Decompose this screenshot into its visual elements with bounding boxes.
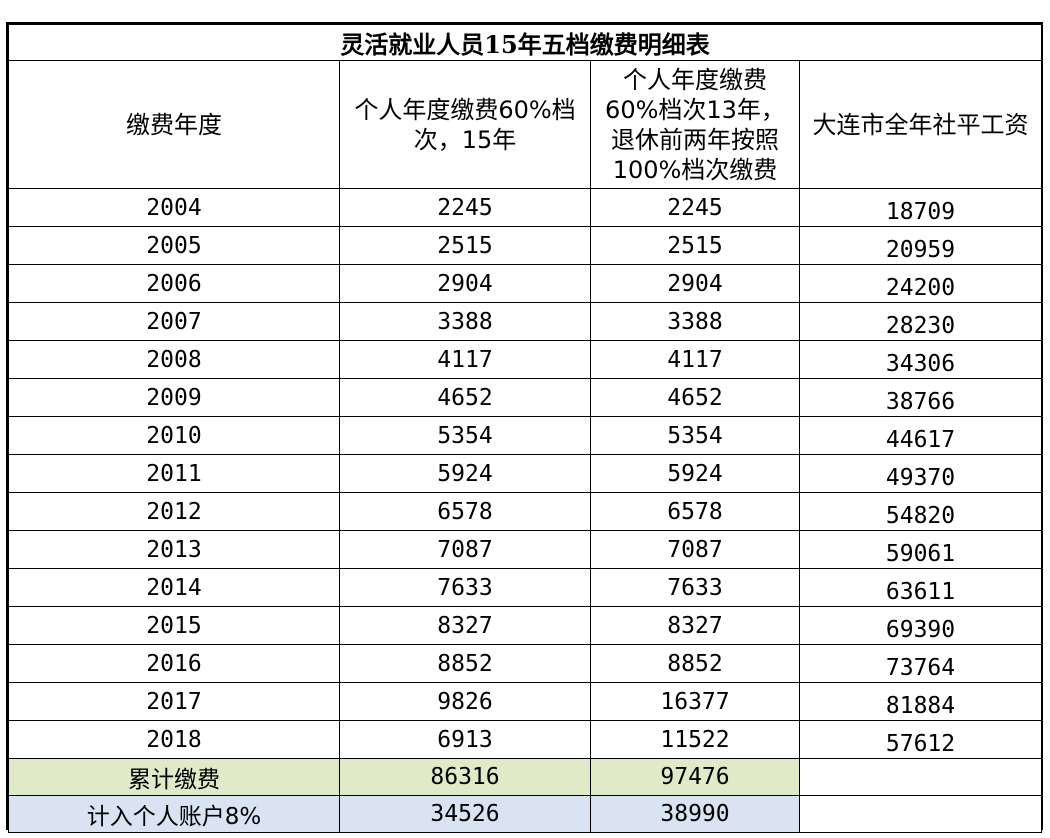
year-cell[interactable]: 2011	[8, 454, 340, 493]
avg-salary-cell[interactable]: 28230	[798, 302, 1043, 341]
plan-mixed-cell[interactable]: 2904	[590, 264, 800, 303]
avg-salary-cell[interactable]: 54820	[798, 492, 1043, 531]
plan-60-cell[interactable]: 6578	[339, 492, 591, 531]
plan-mixed-cell[interactable]: 4117	[590, 340, 800, 379]
table-row: 2013 7087 7087 59061	[8, 530, 1043, 569]
avg-salary-cell[interactable]: 20959	[798, 226, 1043, 265]
account-row: 计入个人账户8% 34526 38990	[8, 795, 1043, 833]
account-plan-60[interactable]: 34526	[339, 795, 591, 833]
avg-salary-cell[interactable]: 59061	[798, 530, 1043, 569]
plan-mixed-cell[interactable]: 6578	[590, 492, 800, 531]
year-cell[interactable]: 2006	[8, 264, 340, 303]
plan-60-cell[interactable]: 2245	[339, 188, 591, 227]
plan-mixed-cell[interactable]: 4652	[590, 378, 800, 417]
plan-mixed-cell[interactable]: 5924	[590, 454, 800, 493]
plan-60-cell[interactable]: 2904	[339, 264, 591, 303]
plan-mixed-cell[interactable]: 11522	[590, 720, 800, 759]
table-row: 2017 9826 16377 81884	[8, 682, 1043, 721]
account-label[interactable]: 计入个人账户8%	[8, 795, 340, 833]
plan-60-cell[interactable]: 5354	[339, 416, 591, 455]
year-cell[interactable]: 2007	[8, 302, 340, 341]
table-row: 2011 5924 5924 49370	[8, 454, 1043, 493]
plan-60-cell[interactable]: 7633	[339, 568, 591, 607]
avg-salary-cell[interactable]: 34306	[798, 340, 1043, 379]
avg-salary-cell[interactable]: 24200	[798, 264, 1043, 303]
avg-salary-cell[interactable]: 57612	[798, 720, 1043, 759]
totals-row: 累计缴费 86316 97476	[8, 758, 1043, 796]
year-cell[interactable]: 2017	[8, 682, 340, 721]
year-cell[interactable]: 2005	[8, 226, 340, 265]
table-row: 2008 4117 4117 34306	[8, 340, 1043, 379]
contribution-table: 灵活就业人员15年五档缴费明细表 缴费年度 个人年度缴费60%档次，15年 个人…	[7, 24, 1043, 833]
totals-plan-mixed[interactable]: 97476	[590, 758, 800, 796]
spreadsheet: 灵活就业人员15年五档缴费明细表 缴费年度 个人年度缴费60%档次，15年 个人…	[6, 22, 1043, 833]
avg-salary-cell[interactable]: 81884	[798, 682, 1043, 721]
avg-salary-cell[interactable]: 73764	[798, 644, 1043, 683]
table-row: 2018 6913 11522 57612	[8, 720, 1043, 759]
plan-60-cell[interactable]: 4117	[339, 340, 591, 379]
plan-mixed-cell[interactable]: 16377	[590, 682, 800, 721]
year-cell[interactable]: 2015	[8, 606, 340, 645]
table-row: 2015 8327 8327 69390	[8, 606, 1043, 645]
plan-60-cell[interactable]: 7087	[339, 530, 591, 569]
avg-salary-cell[interactable]: 49370	[798, 454, 1043, 493]
table-row: 2012 6578 6578 54820	[8, 492, 1043, 531]
table-row: 2014 7633 7633 63611	[8, 568, 1043, 607]
year-cell[interactable]: 2018	[8, 720, 340, 759]
plan-60-cell[interactable]: 8327	[339, 606, 591, 645]
table-row: 2010 5354 5354 44617	[8, 416, 1043, 455]
avg-salary-cell[interactable]: 44617	[798, 416, 1043, 455]
plan-60-cell[interactable]: 9826	[339, 682, 591, 721]
header-row: 缴费年度 个人年度缴费60%档次，15年 个人年度缴费60%档次13年，退休前两…	[8, 60, 1043, 189]
year-cell[interactable]: 2004	[8, 188, 340, 227]
plan-60-cell[interactable]: 3388	[339, 302, 591, 341]
year-cell[interactable]: 2016	[8, 644, 340, 683]
table-row: 2016 8852 8852 73764	[8, 644, 1043, 683]
account-empty-cell[interactable]	[798, 795, 1043, 833]
table-row: 2007 3388 3388 28230	[8, 302, 1043, 341]
year-cell[interactable]: 2008	[8, 340, 340, 379]
plan-60-cell[interactable]: 4652	[339, 378, 591, 417]
year-cell[interactable]: 2012	[8, 492, 340, 531]
plan-mixed-cell[interactable]: 2515	[590, 226, 800, 265]
table-title[interactable]: 灵活就业人员15年五档缴费明细表	[7, 24, 1043, 61]
account-plan-mixed[interactable]: 38990	[590, 795, 800, 833]
avg-salary-cell[interactable]: 63611	[798, 568, 1043, 607]
year-cell[interactable]: 2013	[8, 530, 340, 569]
year-cell[interactable]: 2014	[8, 568, 340, 607]
year-cell[interactable]: 2009	[8, 378, 340, 417]
plan-mixed-cell[interactable]: 2245	[590, 188, 800, 227]
plan-60-cell[interactable]: 2515	[339, 226, 591, 265]
year-cell[interactable]: 2010	[8, 416, 340, 455]
plan-mixed-cell[interactable]: 7087	[590, 530, 800, 569]
plan-mixed-cell[interactable]: 7633	[590, 568, 800, 607]
totals-empty-cell[interactable]	[798, 758, 1043, 796]
table-row: 2009 4652 4652 38766	[8, 378, 1043, 417]
header-avg-salary[interactable]: 大连市全年社平工资	[798, 60, 1043, 189]
plan-mixed-cell[interactable]: 8327	[590, 606, 800, 645]
totals-plan-60[interactable]: 86316	[339, 758, 591, 796]
avg-salary-cell[interactable]: 69390	[798, 606, 1043, 645]
plan-60-cell[interactable]: 5924	[339, 454, 591, 493]
plan-mixed-cell[interactable]: 3388	[590, 302, 800, 341]
header-year[interactable]: 缴费年度	[8, 60, 340, 189]
header-plan-mixed[interactable]: 个人年度缴费60%档次13年，退休前两年按照100%档次缴费	[590, 60, 800, 189]
avg-salary-cell[interactable]: 38766	[798, 378, 1043, 417]
table-row: 2004 2245 2245 18709	[8, 188, 1043, 227]
totals-label[interactable]: 累计缴费	[8, 758, 340, 796]
plan-60-cell[interactable]: 6913	[339, 720, 591, 759]
plan-mixed-cell[interactable]: 8852	[590, 644, 800, 683]
plan-mixed-cell[interactable]: 5354	[590, 416, 800, 455]
table-row: 2006 2904 2904 24200	[8, 264, 1043, 303]
plan-60-cell[interactable]: 8852	[339, 644, 591, 683]
avg-salary-cell[interactable]: 18709	[798, 188, 1043, 227]
header-plan-60[interactable]: 个人年度缴费60%档次，15年	[339, 60, 591, 189]
table-row: 2005 2515 2515 20959	[8, 226, 1043, 265]
title-row: 灵活就业人员15年五档缴费明细表	[7, 24, 1043, 61]
